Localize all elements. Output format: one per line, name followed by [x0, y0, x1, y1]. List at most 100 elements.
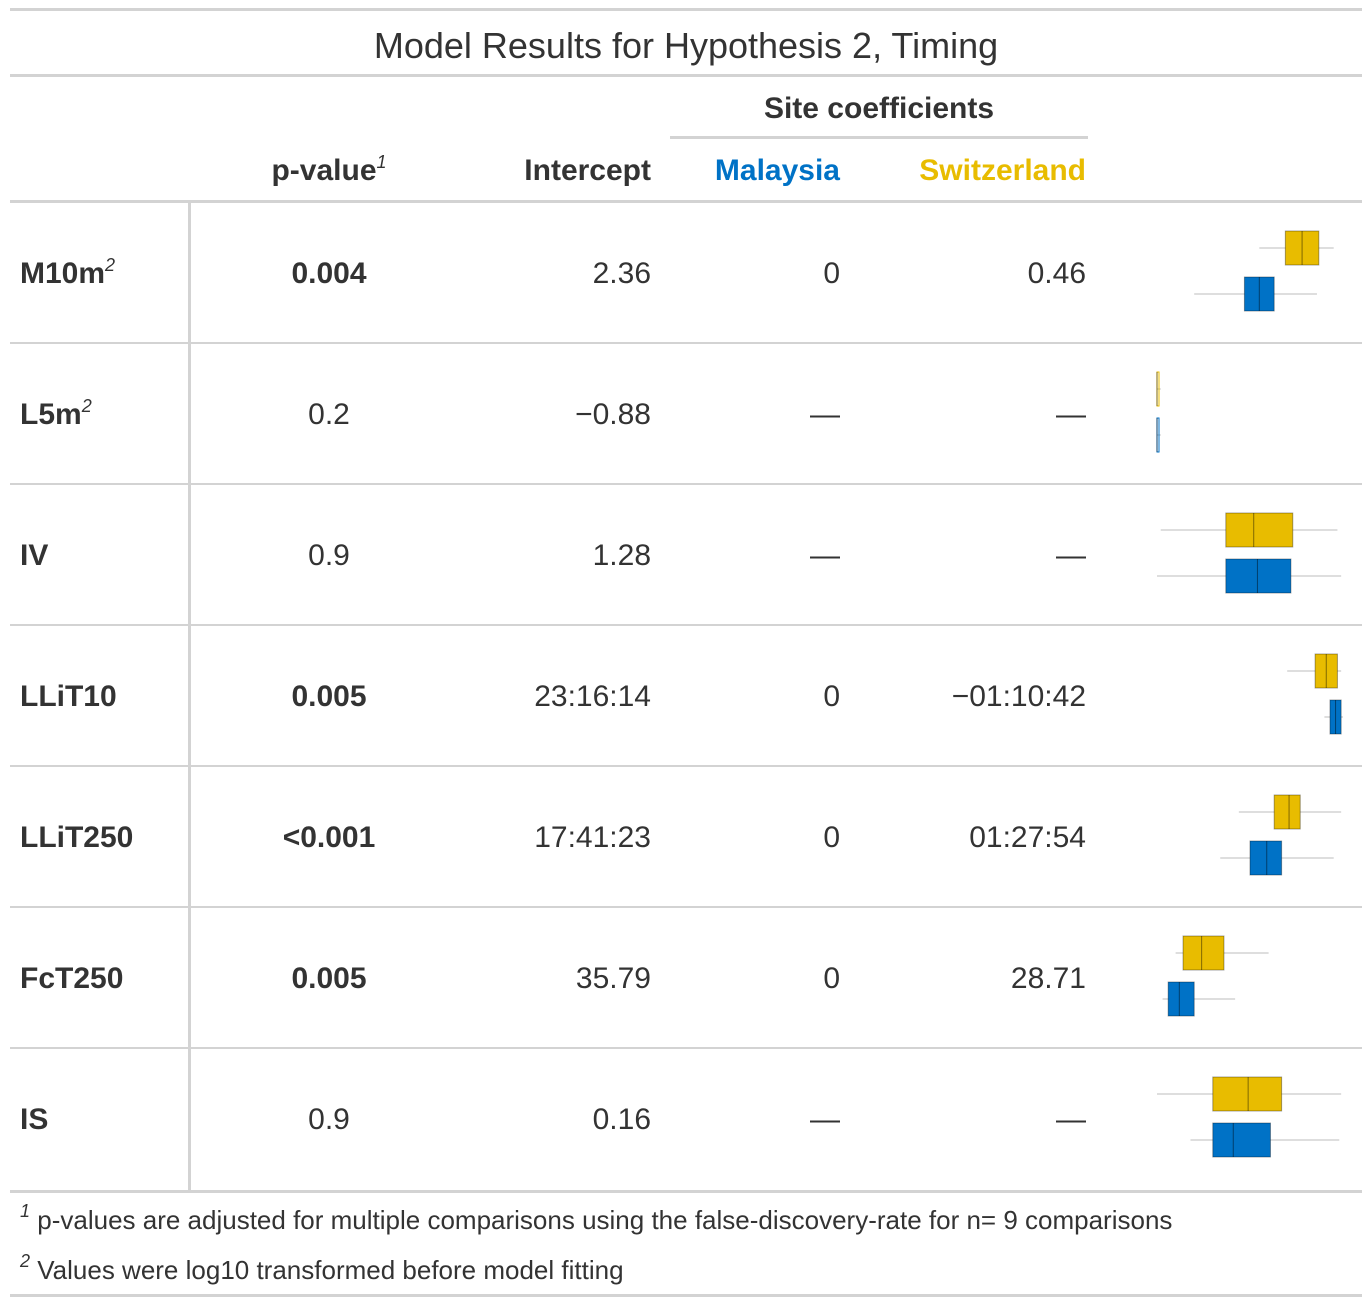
box [1212, 1122, 1271, 1158]
site-coefficients-spanner: Site coefficients [763, 92, 995, 125]
malaysia-cell: — [810, 398, 840, 431]
malaysia-box [1194, 276, 1317, 312]
box [1212, 1076, 1283, 1112]
table-row: LLiT250 <0.001 17:41:23 0 01:27:54 [10, 768, 1362, 908]
malaysia-box [1157, 558, 1342, 594]
row-rule [10, 483, 1362, 485]
bottom-rule [10, 1294, 1362, 1297]
header-pvalue: p-value1 [271, 152, 387, 187]
row-label: IS [20, 1103, 49, 1136]
box [1156, 371, 1160, 407]
stub-rule [188, 203, 191, 1190]
row-rule [10, 1047, 1362, 1049]
malaysia-box [1190, 1122, 1340, 1158]
intercept-cell: 35.79 [575, 962, 651, 995]
switzerland-box [1156, 371, 1161, 407]
header-rule [10, 200, 1362, 203]
title-rule [10, 74, 1362, 77]
malaysia-box [1324, 699, 1343, 735]
box [1314, 653, 1338, 689]
header-malaysia: Malaysia [714, 154, 840, 187]
malaysia-cell: — [810, 1103, 840, 1136]
boxplot [1220, 794, 1342, 876]
box [1225, 512, 1294, 548]
spanner-rule [670, 136, 1088, 139]
switzerland-cell: — [1056, 398, 1086, 431]
boxplot [1157, 512, 1342, 594]
malaysia-cell: 0 [823, 257, 840, 290]
footnote-mark: 2 [81, 396, 92, 416]
table-title: Model Results for Hypothesis 2, Timing [373, 25, 999, 66]
intercept-cell: 2.36 [592, 257, 651, 290]
malaysia-cell: 0 [823, 821, 840, 854]
body-bottom-rule [10, 1190, 1362, 1193]
box [1167, 981, 1195, 1017]
pvalue-cell: 0.9 [308, 539, 350, 572]
switzerland-box [1287, 653, 1342, 689]
box [1273, 794, 1301, 830]
switzerland-cell: 01:27:54 [969, 821, 1086, 854]
intercept-cell: −0.88 [575, 398, 651, 431]
table-row: LLiT10 0.005 23:16:14 0 −01:10:42 [10, 627, 1362, 767]
box [1329, 699, 1342, 735]
box [1156, 417, 1160, 453]
top-rule [10, 8, 1362, 11]
intercept-cell: 0.16 [592, 1103, 651, 1136]
row-label: LLiT10 [20, 680, 117, 713]
row-rule [10, 342, 1362, 344]
malaysia-box [1220, 840, 1334, 876]
row-rule [10, 624, 1362, 626]
intercept-cell: 17:41:23 [534, 821, 651, 854]
footnote-mark: 1 [376, 152, 387, 172]
row-rule [10, 906, 1362, 908]
boxplot [1194, 230, 1334, 312]
box [1249, 840, 1283, 876]
pvalue-cell: <0.001 [282, 821, 376, 854]
pvalue-cell: 0.005 [291, 962, 367, 995]
box [1243, 276, 1275, 312]
switzerland-cell: — [1056, 1103, 1086, 1136]
row-label: IV [20, 539, 49, 572]
pvalue-cell: 0.9 [308, 1103, 350, 1136]
switzerland-box [1238, 794, 1342, 830]
intercept-cell: 1.28 [592, 539, 651, 572]
switzerland-box [1175, 935, 1269, 971]
switzerland-cell: −01:10:42 [951, 680, 1086, 713]
footnote-2: 2 Values were log10 transformed before m… [20, 1251, 624, 1285]
table-row: FcT250 0.005 35.79 0 28.71 [10, 909, 1362, 1049]
intercept-cell: 23:16:14 [534, 680, 651, 713]
row-label: M10m2 [20, 255, 116, 290]
malaysia-cell: — [810, 539, 840, 572]
pvalue-cell: 0.2 [308, 398, 350, 431]
row-label: L5m2 [20, 396, 92, 431]
header-intercept: Intercept [524, 154, 651, 187]
boxplot [1157, 1076, 1342, 1158]
row-label: LLiT250 [20, 821, 134, 854]
boxplot [1156, 371, 1161, 453]
box [1225, 558, 1292, 594]
switzerland-cell: 28.71 [1010, 962, 1086, 995]
table-row: M10m2 0.004 2.36 0 0.46 [10, 204, 1362, 344]
switzerland-cell: 0.46 [1027, 257, 1086, 290]
switzerland-box [1259, 230, 1334, 266]
switzerland-box [1160, 512, 1338, 548]
switzerland-box [1157, 1076, 1342, 1112]
table-row: IS 0.9 0.16 — — [10, 1050, 1362, 1190]
boxplot [1162, 935, 1269, 1017]
switzerland-cell: — [1056, 539, 1086, 572]
pvalue-cell: 0.004 [291, 257, 367, 290]
table-row: IV 0.9 1.28 — — [10, 486, 1362, 626]
box [1284, 230, 1320, 266]
boxplot [1287, 653, 1343, 735]
malaysia-box [1162, 981, 1236, 1017]
malaysia-box [1156, 417, 1161, 453]
malaysia-cell: 0 [823, 962, 840, 995]
box [1182, 935, 1225, 971]
malaysia-cell: 0 [823, 680, 840, 713]
row-rule [10, 765, 1362, 767]
row-label: FcT250 [20, 962, 124, 995]
footnote-1: 1 p-values are adjusted for multiple com… [20, 1201, 1173, 1235]
footnote-mark: 2 [105, 255, 116, 275]
header-switzerland: Switzerland [919, 154, 1086, 187]
table-row: L5m2 0.2 −0.88 — — [10, 345, 1362, 485]
